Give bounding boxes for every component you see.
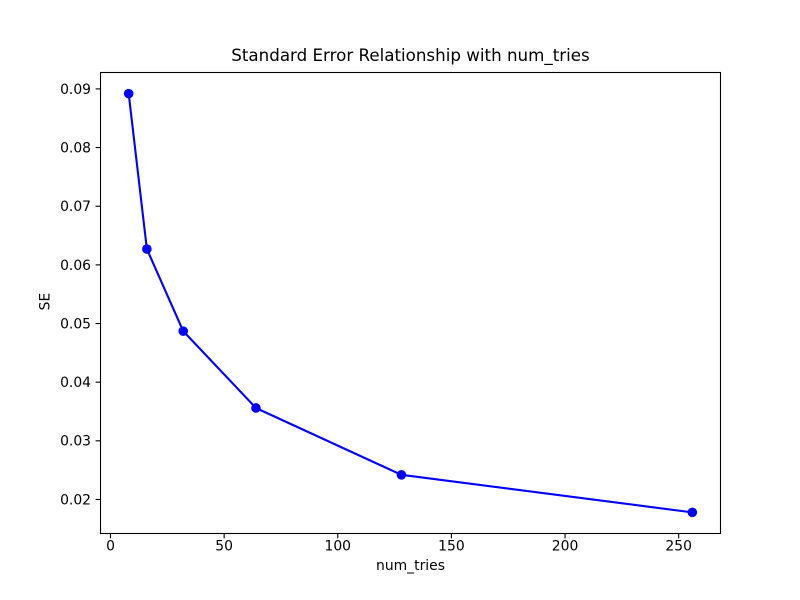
data-point [396,470,407,480]
data-point [178,326,189,336]
x-tick-label: 150 [438,539,465,555]
y-tick-label: 0.03 [60,434,91,450]
y-axis-label: SE [37,292,54,311]
y-tick-label: 0.04 [60,375,91,391]
x-axis-label: num_tries [376,558,445,574]
x-tick-label: 250 [665,539,692,555]
y-tick-label: 0.05 [60,316,91,332]
se-line-series [127,92,694,514]
y-tick-label: 0.09 [60,82,91,98]
y-tick-label: 0.08 [60,140,91,156]
data-point [123,88,134,99]
x-tick-label: 50 [215,539,233,555]
x-tick-label: 100 [325,539,352,555]
data-point [251,403,261,413]
y-tick-label: 0.07 [60,199,91,215]
data-point [687,507,698,518]
x-tick-label: 200 [552,539,579,555]
data-point [142,244,152,254]
plot-border [99,71,722,535]
x-tick-label: 0 [106,539,115,555]
chart-title: Standard Error Relationship with num_tri… [231,45,590,65]
y-tick-label: 0.02 [60,492,91,508]
y-tick-label: 0.06 [60,258,91,274]
